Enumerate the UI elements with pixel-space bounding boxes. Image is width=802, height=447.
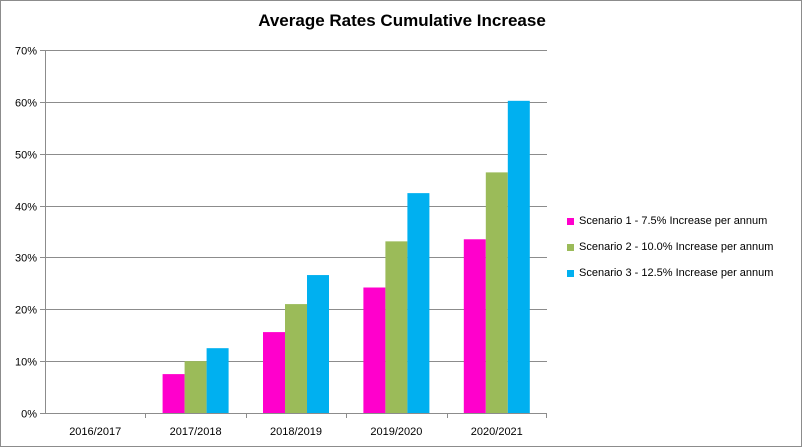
bar-2-4 [485, 172, 508, 413]
bar-3-4 [507, 100, 530, 413]
chart-legend: Scenario 1 - 7.5% Increase per annum Sce… [567, 208, 773, 286]
legend-label-scenario-3: Scenario 3 - 12.5% Increase per annum [579, 267, 774, 279]
bar-1-2 [263, 332, 285, 413]
chart-title: Average Rates Cumulative Increase [258, 11, 546, 30]
bar-2-3 [385, 241, 408, 413]
legend-item-scenario-1: Scenario 1 - 7.5% Increase per annum [567, 208, 773, 234]
y-tick-label: 40% [15, 202, 37, 214]
legend-label-scenario-2: Scenario 2 - 10.0% Increase per annum [579, 241, 774, 253]
bar-1-1 [162, 374, 185, 413]
y-tick-label: 60% [15, 98, 37, 110]
y-tick-label: 70% [15, 46, 37, 58]
bar-1-4 [463, 239, 486, 413]
bar-3-1 [206, 348, 229, 413]
legend-item-scenario-3: Scenario 3 - 12.5% Increase per annum [567, 260, 773, 286]
bar-3-3 [407, 193, 430, 413]
x-tick-label: 2017/2018 [170, 426, 222, 438]
y-tick-label: 50% [15, 150, 37, 162]
x-tick-label: 2020/2021 [471, 426, 523, 438]
bar-2-2 [285, 304, 307, 413]
x-tick-label: 2016/2017 [69, 426, 121, 438]
x-tick-label: 2018/2019 [270, 426, 322, 438]
y-tick-label: 0% [21, 409, 37, 421]
bar-1-3 [363, 287, 386, 413]
legend-swatch-scenario-1 [567, 217, 574, 225]
x-tick-label: 2019/2020 [370, 426, 422, 438]
legend-item-scenario-2: Scenario 2 - 10.0% Increase per annum [567, 234, 773, 260]
legend-swatch-scenario-2 [567, 243, 574, 251]
y-tick-label: 30% [15, 253, 37, 265]
legend-label-scenario-1: Scenario 1 - 7.5% Increase per annum [579, 215, 768, 227]
y-tick-label: 10% [15, 357, 37, 369]
y-tick-label: 20% [15, 305, 37, 317]
legend-swatch-scenario-3 [567, 269, 574, 277]
bar-3-2 [307, 275, 329, 413]
bar-2-1 [184, 361, 207, 413]
